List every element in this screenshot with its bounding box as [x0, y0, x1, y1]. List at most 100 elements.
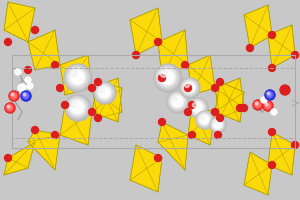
Circle shape [11, 93, 17, 99]
Circle shape [268, 94, 272, 97]
Circle shape [21, 87, 23, 89]
Circle shape [164, 74, 172, 82]
Circle shape [65, 65, 90, 90]
Circle shape [24, 94, 28, 98]
Circle shape [21, 91, 30, 100]
Circle shape [272, 110, 276, 114]
Circle shape [214, 132, 221, 138]
Circle shape [158, 118, 166, 126]
Circle shape [25, 77, 31, 83]
Circle shape [26, 78, 28, 80]
Circle shape [211, 118, 224, 131]
Circle shape [241, 104, 248, 112]
Circle shape [22, 92, 29, 99]
Circle shape [266, 104, 270, 108]
Circle shape [15, 69, 21, 75]
Polygon shape [244, 5, 272, 48]
Circle shape [262, 98, 266, 102]
Circle shape [28, 84, 31, 88]
Circle shape [189, 99, 207, 117]
Circle shape [184, 108, 191, 116]
Circle shape [213, 120, 222, 129]
Circle shape [266, 91, 273, 98]
Circle shape [273, 111, 275, 113]
Circle shape [160, 70, 174, 84]
Circle shape [188, 98, 208, 118]
Polygon shape [268, 132, 295, 175]
Circle shape [254, 101, 262, 109]
Circle shape [173, 97, 182, 106]
Circle shape [25, 95, 28, 98]
Circle shape [263, 101, 273, 111]
Circle shape [272, 110, 274, 112]
Circle shape [64, 64, 92, 92]
Circle shape [17, 71, 19, 73]
Circle shape [195, 105, 201, 111]
Circle shape [9, 91, 19, 101]
Circle shape [190, 99, 206, 115]
Circle shape [193, 102, 202, 112]
Circle shape [253, 100, 263, 110]
Circle shape [26, 78, 30, 82]
Circle shape [182, 79, 197, 95]
Circle shape [256, 103, 260, 107]
Circle shape [188, 102, 196, 108]
Circle shape [98, 86, 111, 99]
Circle shape [27, 83, 32, 88]
Circle shape [74, 104, 82, 112]
Circle shape [264, 102, 271, 109]
Circle shape [201, 116, 208, 123]
Circle shape [12, 94, 16, 98]
Circle shape [29, 85, 31, 87]
Circle shape [262, 98, 264, 100]
Circle shape [186, 84, 194, 92]
Circle shape [99, 87, 104, 92]
Circle shape [256, 104, 260, 106]
Circle shape [70, 70, 84, 84]
Circle shape [94, 82, 116, 104]
Circle shape [268, 93, 272, 97]
Circle shape [266, 91, 274, 99]
Circle shape [154, 38, 161, 46]
Circle shape [15, 69, 21, 75]
Circle shape [133, 51, 140, 58]
Bar [12, 55, 295, 148]
Circle shape [171, 95, 184, 108]
Circle shape [268, 129, 275, 136]
Circle shape [193, 102, 197, 108]
Circle shape [175, 99, 181, 105]
Circle shape [182, 62, 188, 68]
Circle shape [194, 104, 202, 112]
Circle shape [267, 92, 272, 97]
Circle shape [292, 142, 298, 148]
Polygon shape [188, 55, 215, 95]
Polygon shape [215, 82, 244, 122]
Circle shape [265, 103, 270, 108]
Bar [12, 68, 295, 138]
Circle shape [102, 90, 108, 96]
Circle shape [196, 112, 213, 128]
Circle shape [200, 115, 205, 120]
Circle shape [263, 99, 265, 101]
Circle shape [28, 84, 30, 86]
Circle shape [70, 70, 77, 77]
Circle shape [88, 108, 95, 116]
Polygon shape [244, 152, 272, 195]
Circle shape [264, 102, 272, 110]
Circle shape [261, 97, 267, 103]
Circle shape [211, 118, 225, 132]
Circle shape [255, 102, 260, 107]
Circle shape [198, 113, 211, 126]
Circle shape [9, 91, 18, 100]
Circle shape [187, 85, 193, 91]
Circle shape [4, 38, 11, 46]
Circle shape [167, 91, 189, 113]
Polygon shape [92, 82, 122, 122]
Circle shape [26, 77, 30, 82]
Circle shape [172, 96, 178, 101]
Circle shape [20, 86, 22, 88]
Circle shape [27, 83, 33, 89]
Circle shape [69, 99, 85, 115]
Circle shape [23, 93, 26, 96]
Circle shape [69, 69, 86, 86]
